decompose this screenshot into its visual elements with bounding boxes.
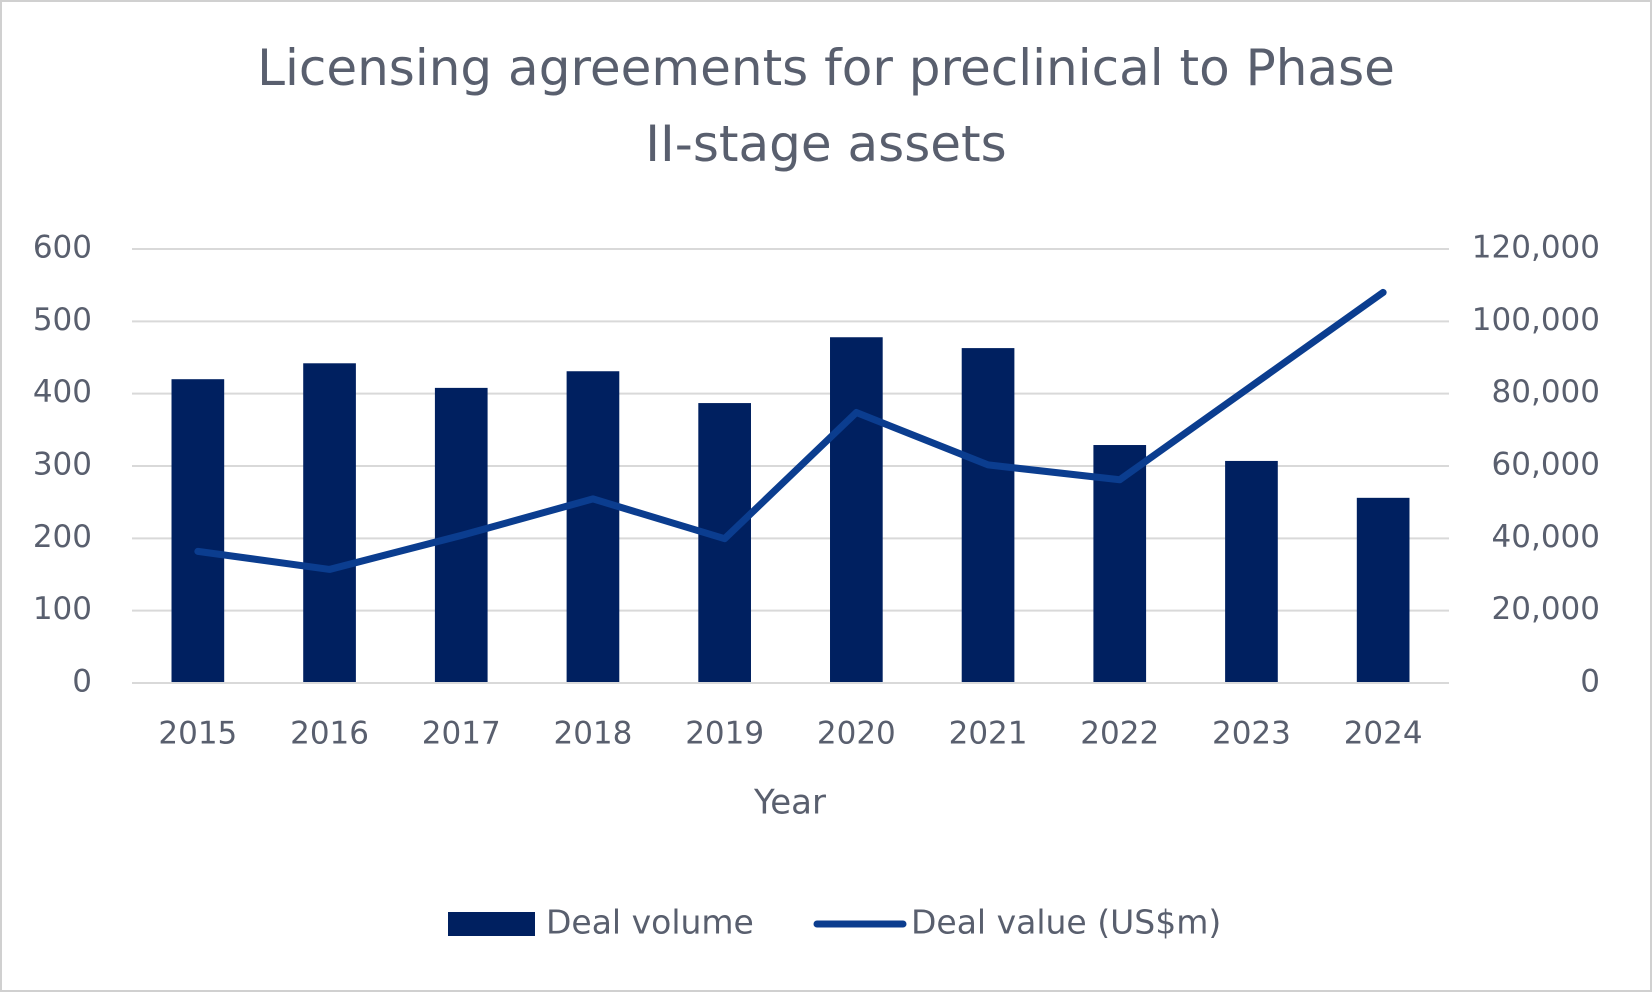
bar bbox=[961, 348, 1015, 683]
y2-tick-label: 120,000 bbox=[1472, 230, 1600, 266]
bar bbox=[830, 337, 883, 683]
x-tick-label: 2018 bbox=[553, 716, 632, 752]
y2-tick-label: 20,000 bbox=[1492, 591, 1600, 627]
line bbox=[194, 288, 1387, 573]
bar bbox=[303, 363, 356, 683]
y-tick-label: 600 bbox=[33, 230, 92, 266]
x-tick-label: 2017 bbox=[422, 716, 501, 752]
y-tick-label: 500 bbox=[33, 302, 92, 338]
y-tick-label: 200 bbox=[33, 519, 92, 555]
y2-tick-label: 80,000 bbox=[1492, 374, 1600, 410]
y-tick-label: 300 bbox=[33, 447, 92, 483]
x-axis-title: Year bbox=[753, 783, 826, 823]
x-tick-label: 2019 bbox=[685, 716, 764, 752]
bar bbox=[1225, 460, 1278, 683]
bar bbox=[698, 403, 751, 683]
x-tick-label: 2016 bbox=[290, 716, 369, 752]
y-tick-label: 100 bbox=[33, 591, 92, 627]
y-tick-label: 0 bbox=[72, 664, 92, 700]
x-tick-label: 2021 bbox=[949, 716, 1028, 752]
chart-title: Licensing agreements for preclinical to … bbox=[257, 39, 1395, 173]
y2-tick-label: 100,000 bbox=[1472, 302, 1600, 338]
legend-label: Deal volume bbox=[546, 903, 754, 942]
bar bbox=[566, 371, 620, 683]
x-tick-label: 2022 bbox=[1080, 716, 1159, 752]
y2-tick-label: 0 bbox=[1580, 664, 1600, 700]
y2-tick-label: 40,000 bbox=[1492, 519, 1600, 555]
x-tick-label: 2020 bbox=[817, 716, 896, 752]
bar bbox=[1093, 445, 1147, 683]
y2-tick-label: 60,000 bbox=[1492, 447, 1600, 483]
y-tick-label: 400 bbox=[33, 374, 92, 410]
bar bbox=[171, 379, 225, 683]
x-tick-label: 2015 bbox=[158, 716, 237, 752]
bar bbox=[1356, 497, 1410, 683]
legend-swatch bbox=[448, 912, 535, 936]
x-tick-label: 2023 bbox=[1212, 716, 1291, 752]
x-tick-label: 2024 bbox=[1344, 716, 1423, 752]
legend-label: Deal value (US$m) bbox=[911, 903, 1221, 942]
